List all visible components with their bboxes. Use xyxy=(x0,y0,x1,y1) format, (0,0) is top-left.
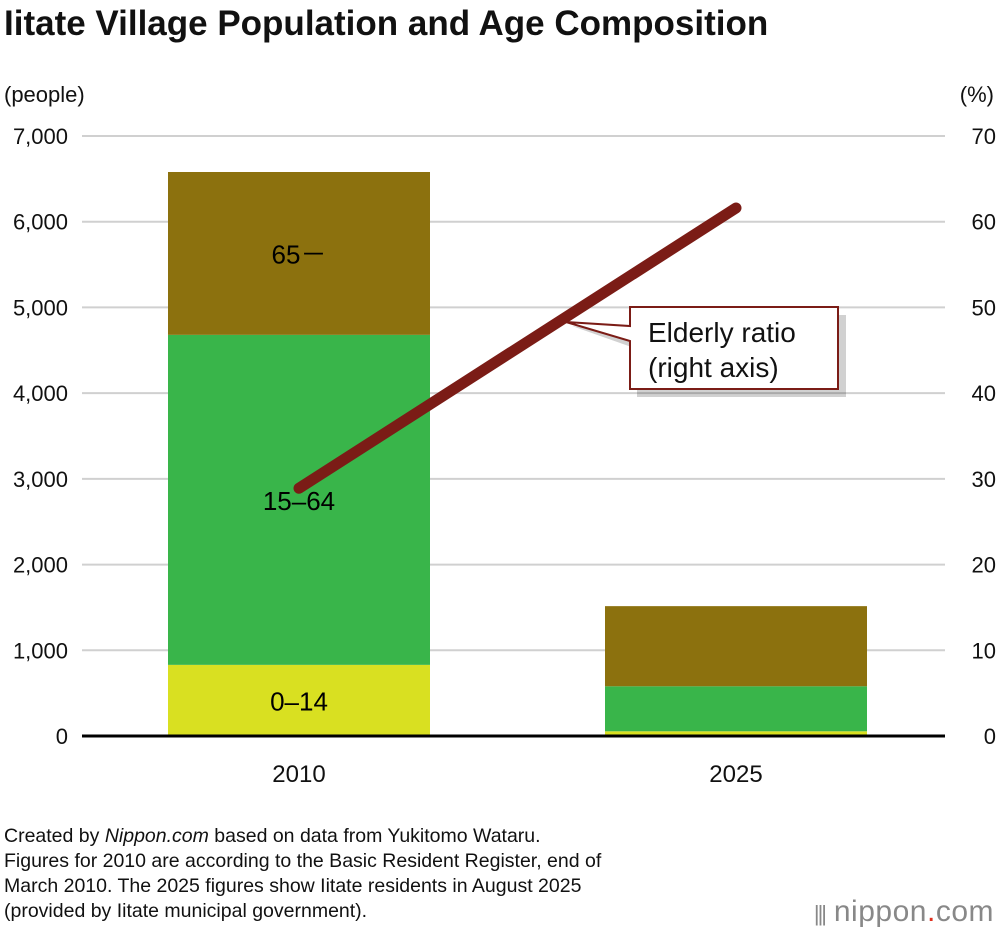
bar-segment-2025-2 xyxy=(605,606,867,687)
y2-tick-label: 20 xyxy=(972,553,996,578)
line-label-1: Elderly ratio xyxy=(648,317,796,348)
nippon-logo: ||| nippon.com xyxy=(813,895,994,928)
source-name: Nippon.com xyxy=(104,825,209,847)
chart-title: Iitate Village Population and Age Compos… xyxy=(4,4,769,43)
note-text: based on data from Yukitomo Wataru. xyxy=(208,825,541,847)
y-tick-label: 6,000 xyxy=(13,210,68,235)
y-tick-label: 1,000 xyxy=(13,638,68,663)
y-tick-label: 7,000 xyxy=(13,124,68,149)
elderly-ratio-line xyxy=(293,202,742,494)
note-line: (provided by Iitate municipal government… xyxy=(4,900,368,922)
left-axis-unit: (people) xyxy=(4,82,85,107)
y-tick-label: 0 xyxy=(56,724,68,749)
y2-tick-label: 30 xyxy=(972,467,996,492)
bar-segment-2025-0 xyxy=(605,731,867,736)
y2-tick-label: 10 xyxy=(972,638,996,663)
segment-label: 65－ xyxy=(272,239,327,269)
y-tick-label: 5,000 xyxy=(13,295,68,320)
bar-segment-2025-1 xyxy=(605,686,867,732)
line-callout: Elderly ratio (right axis) xyxy=(565,306,846,397)
y2-tick-label: 70 xyxy=(972,124,996,149)
y-tick-label: 3,000 xyxy=(13,467,68,492)
y-tick-label: 2,000 xyxy=(13,553,68,578)
y-tick-label: 4,000 xyxy=(13,381,68,406)
bar-segment-2010-2 xyxy=(168,172,430,335)
right-axis-unit: (%) xyxy=(959,82,994,107)
line-label-2: (right axis) xyxy=(648,352,779,383)
note-text: Created by xyxy=(4,825,105,847)
y2-tick-label: 0 xyxy=(984,724,996,749)
y2-tick-label: 40 xyxy=(972,381,996,406)
x-tick-label: 2025 xyxy=(709,761,762,788)
bar-segment-2010-0 xyxy=(168,664,430,736)
note-line: March 2010. The 2025 figures show Iitate… xyxy=(4,875,582,897)
source-notes: Created by Nippon.com based on data from… xyxy=(4,824,601,924)
x-tick-label: 2010 xyxy=(272,761,325,788)
note-line: Figures for 2010 are according to the Ba… xyxy=(4,850,602,872)
bar-segment-2010-1 xyxy=(168,334,430,665)
y2-tick-label: 60 xyxy=(972,210,996,235)
segment-label: 0–14 xyxy=(270,686,328,716)
y2-tick-label: 50 xyxy=(972,295,996,320)
